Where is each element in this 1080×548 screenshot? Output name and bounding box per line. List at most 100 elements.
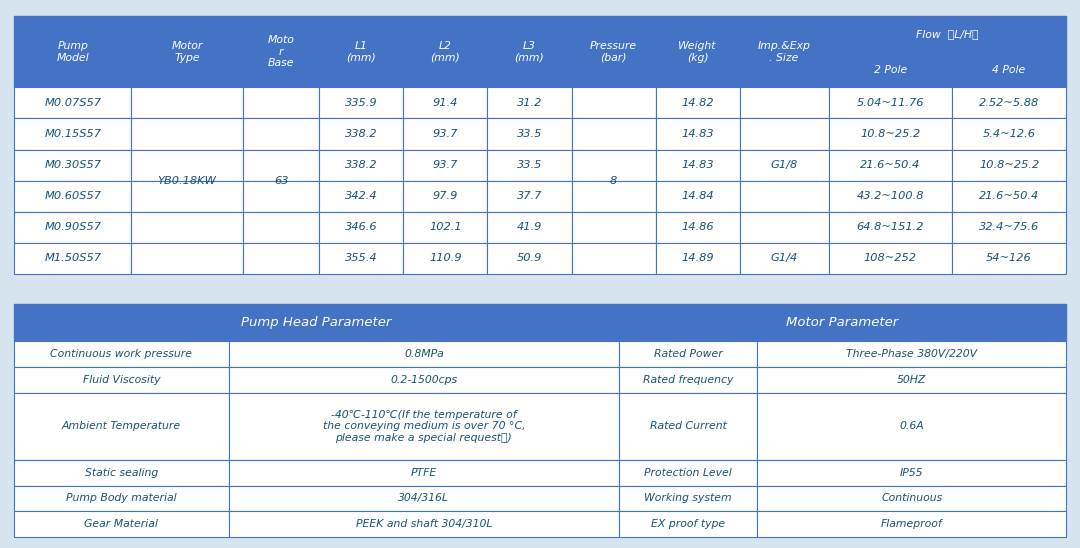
Text: 110.9: 110.9 xyxy=(429,253,462,264)
Bar xyxy=(132,243,243,274)
Bar xyxy=(229,460,619,486)
Bar xyxy=(243,87,320,118)
Text: G1/4: G1/4 xyxy=(770,253,798,264)
Text: M0.60S57: M0.60S57 xyxy=(44,191,102,201)
Bar xyxy=(757,486,1066,511)
Bar xyxy=(243,150,320,181)
Bar xyxy=(757,367,1066,393)
Bar xyxy=(243,181,320,212)
Text: Pump
Model: Pump Model xyxy=(56,41,89,62)
Text: EX proof type: EX proof type xyxy=(651,519,726,529)
Bar xyxy=(571,212,656,243)
Bar xyxy=(571,16,656,87)
Bar xyxy=(571,243,656,274)
Bar xyxy=(132,87,243,118)
Bar xyxy=(14,181,132,212)
Text: 14.84: 14.84 xyxy=(681,191,714,201)
Text: 0.6A: 0.6A xyxy=(900,421,924,431)
Text: Flameproof: Flameproof xyxy=(881,519,943,529)
Bar xyxy=(487,150,571,181)
Bar xyxy=(14,16,132,87)
Bar xyxy=(404,118,487,150)
Text: 93.7: 93.7 xyxy=(433,160,458,170)
Bar xyxy=(619,486,757,511)
Bar xyxy=(740,87,828,118)
Bar xyxy=(757,341,1066,367)
Text: 108~252: 108~252 xyxy=(864,253,917,264)
Text: 32.4~75.6: 32.4~75.6 xyxy=(978,222,1039,232)
Text: 335.9: 335.9 xyxy=(346,98,378,108)
Bar xyxy=(571,181,656,212)
Text: 97.9: 97.9 xyxy=(433,191,458,201)
Bar xyxy=(953,212,1066,243)
Text: Flow  （L/H）: Flow （L/H） xyxy=(916,29,978,39)
Bar xyxy=(487,16,571,87)
Text: 346.6: 346.6 xyxy=(346,222,378,232)
Text: 338.2: 338.2 xyxy=(346,129,378,139)
Bar xyxy=(828,16,1066,52)
Bar xyxy=(740,118,828,150)
Bar xyxy=(740,243,828,274)
Text: 93.7: 93.7 xyxy=(433,129,458,139)
Bar xyxy=(828,150,953,181)
Text: 0.2-1500cps: 0.2-1500cps xyxy=(390,375,458,385)
Text: Continuous work pressure: Continuous work pressure xyxy=(51,349,192,359)
Text: Protection Level: Protection Level xyxy=(645,467,732,478)
Bar xyxy=(243,118,320,150)
Bar xyxy=(740,181,828,212)
Text: 50HZ: 50HZ xyxy=(897,375,927,385)
Text: 14.89: 14.89 xyxy=(681,253,714,264)
Text: 2.52~5.88: 2.52~5.88 xyxy=(978,98,1039,108)
Text: 342.4: 342.4 xyxy=(346,191,378,201)
Text: 2 Pole: 2 Pole xyxy=(874,65,907,75)
Text: 10.8~25.2: 10.8~25.2 xyxy=(861,129,920,139)
Bar xyxy=(656,118,740,150)
Text: 33.5: 33.5 xyxy=(517,160,542,170)
Text: M0.30S57: M0.30S57 xyxy=(44,160,102,170)
Bar xyxy=(656,212,740,243)
Bar xyxy=(828,52,953,87)
Text: Fluid Viscosity: Fluid Viscosity xyxy=(83,375,160,385)
Bar xyxy=(320,16,404,87)
Bar xyxy=(487,181,571,212)
Bar xyxy=(14,150,132,181)
Text: 41.9: 41.9 xyxy=(517,222,542,232)
Bar xyxy=(656,181,740,212)
Bar xyxy=(656,243,740,274)
Bar xyxy=(14,367,229,393)
Text: 63: 63 xyxy=(274,176,288,186)
Bar xyxy=(953,87,1066,118)
Text: 37.7: 37.7 xyxy=(517,191,542,201)
Bar xyxy=(828,87,953,118)
Bar xyxy=(14,341,229,367)
Text: -40℃-110℃(If the temperature of
the conveying medium is over 70 °C,
please make : -40℃-110℃(If the temperature of the conv… xyxy=(323,410,525,443)
Bar xyxy=(828,118,953,150)
Bar xyxy=(740,150,828,181)
Bar xyxy=(757,511,1066,537)
Text: 8: 8 xyxy=(610,176,617,186)
Bar xyxy=(404,181,487,212)
Text: Ambient Temperature: Ambient Temperature xyxy=(62,421,181,431)
Text: 102.1: 102.1 xyxy=(429,222,462,232)
Bar xyxy=(404,212,487,243)
Text: Weight
(kg): Weight (kg) xyxy=(678,41,717,62)
Bar xyxy=(404,243,487,274)
Text: 54~126: 54~126 xyxy=(986,253,1032,264)
Bar xyxy=(619,460,757,486)
Bar xyxy=(14,511,229,537)
Bar xyxy=(320,181,404,212)
Text: M0.15S57: M0.15S57 xyxy=(44,129,102,139)
Text: Pump Body material: Pump Body material xyxy=(66,493,177,504)
Text: Moto
r
Base: Moto r Base xyxy=(268,35,295,68)
Text: YB0.18KW: YB0.18KW xyxy=(158,176,216,186)
Text: M0.90S57: M0.90S57 xyxy=(44,222,102,232)
Text: L2
(mm): L2 (mm) xyxy=(431,41,460,62)
Bar xyxy=(14,460,229,486)
Bar xyxy=(656,87,740,118)
Bar xyxy=(828,243,953,274)
Bar xyxy=(404,16,487,87)
Text: Rated frequency: Rated frequency xyxy=(643,375,733,385)
Text: Rated Current: Rated Current xyxy=(650,421,727,431)
Bar xyxy=(320,118,404,150)
Text: 31.2: 31.2 xyxy=(517,98,542,108)
